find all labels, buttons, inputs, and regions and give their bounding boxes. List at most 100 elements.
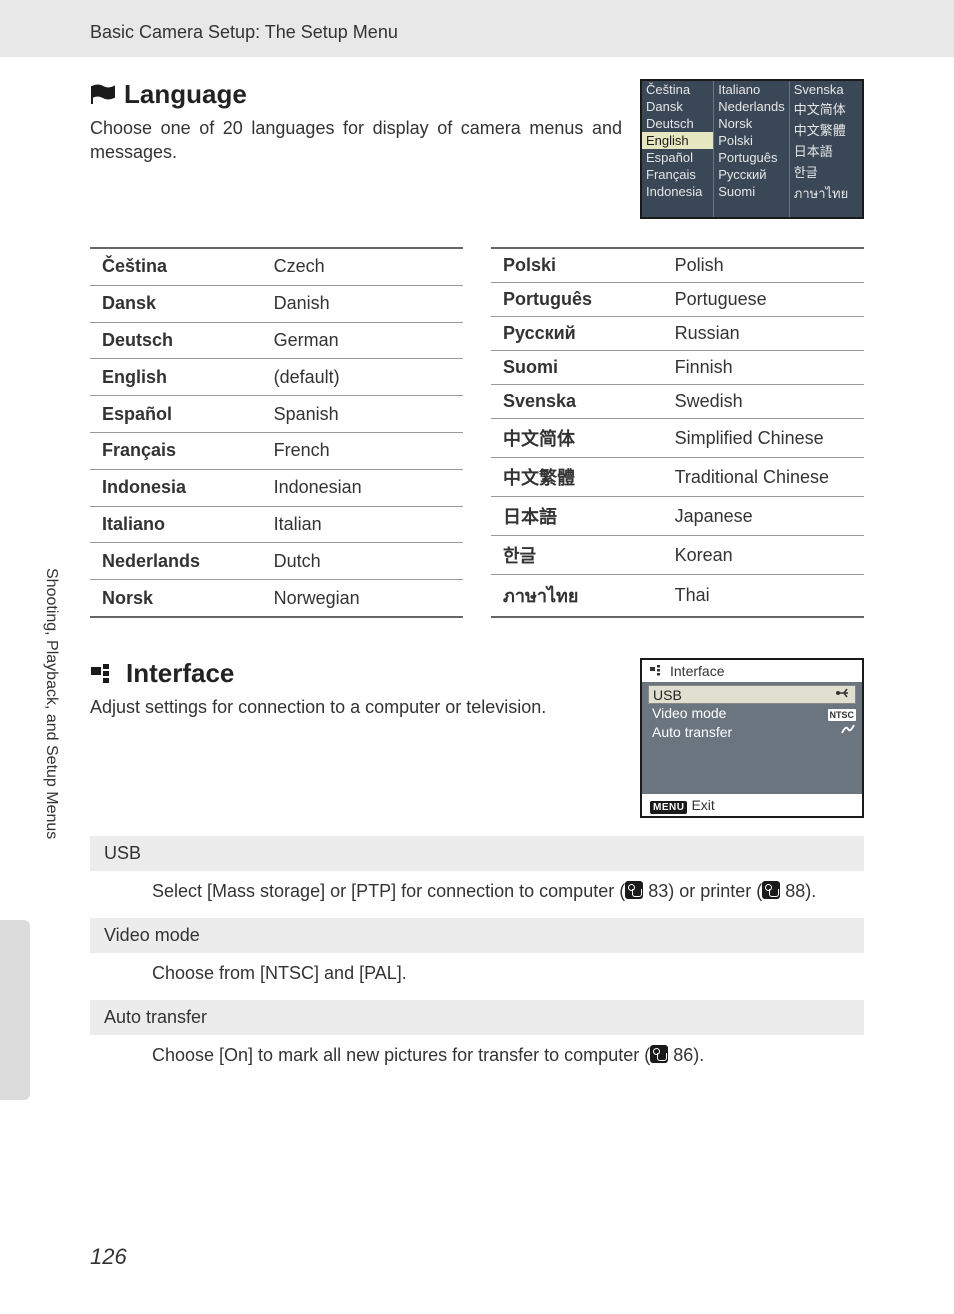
interface-menu-item: Video modeNTSC bbox=[652, 704, 856, 722]
table-row: ČeštinaCzech bbox=[90, 248, 463, 285]
lang-option: Suomi bbox=[714, 183, 789, 200]
lang-english: Finnish bbox=[663, 351, 864, 385]
option-heading: USB bbox=[90, 836, 864, 871]
lang-english: Spanish bbox=[262, 396, 463, 433]
option-heading: Video mode bbox=[90, 918, 864, 953]
interface-icon bbox=[90, 663, 118, 685]
table-row: 中文简体Simplified Chinese bbox=[491, 419, 864, 458]
lang-option: 中文繁體 bbox=[790, 119, 862, 140]
interface-screen-title: Interface bbox=[670, 663, 724, 679]
interface-menu-item: USB bbox=[648, 685, 856, 704]
lang-english: Korean bbox=[663, 536, 864, 575]
table-row: FrançaisFrench bbox=[90, 432, 463, 469]
exit-label: Exit bbox=[691, 797, 714, 813]
table-row: DeutschGerman bbox=[90, 322, 463, 359]
page-ref-icon bbox=[625, 881, 643, 899]
table-row: EspañolSpanish bbox=[90, 396, 463, 433]
interface-mini-icon bbox=[650, 665, 664, 677]
option-text: Choose [On] to mark all new pictures for… bbox=[90, 1035, 864, 1076]
lang-english: Polish bbox=[663, 248, 864, 283]
lang-option: Polski bbox=[714, 132, 789, 149]
lang-option: Nederlands bbox=[714, 98, 789, 115]
lang-english: Portuguese bbox=[663, 283, 864, 317]
lang-native: Suomi bbox=[491, 351, 663, 385]
table-row: 日本語Japanese bbox=[491, 497, 864, 536]
table-row: SvenskaSwedish bbox=[491, 385, 864, 419]
lang-english: (default) bbox=[262, 359, 463, 396]
lang-english: Czech bbox=[262, 248, 463, 285]
table-row: DanskDanish bbox=[90, 285, 463, 322]
lang-english: Dutch bbox=[262, 543, 463, 580]
lang-option: Português bbox=[714, 149, 789, 166]
lang-option: Deutsch bbox=[642, 115, 713, 132]
lang-native: 한글 bbox=[491, 536, 663, 575]
lang-native: 中文简体 bbox=[491, 419, 663, 458]
table-row: NorskNorwegian bbox=[90, 580, 463, 617]
lang-native: 中文繁體 bbox=[491, 458, 663, 497]
table-row: ภาษาไทยThai bbox=[491, 575, 864, 618]
lang-english: Russian bbox=[663, 317, 864, 351]
table-row: РусскийRussian bbox=[491, 317, 864, 351]
lang-option: Italiano bbox=[714, 81, 789, 98]
lang-native: Svenska bbox=[491, 385, 663, 419]
lang-option: Indonesia bbox=[642, 183, 713, 200]
interface-section: Interface Adjust settings for connection… bbox=[90, 658, 864, 1077]
sidebar-label: Shooting, Playback, and Setup Menus bbox=[42, 568, 60, 839]
language-title: Language bbox=[124, 79, 247, 110]
table-row: PortuguêsPortuguese bbox=[491, 283, 864, 317]
menu-badge: MENU bbox=[650, 801, 687, 814]
language-tables: ČeštinaCzechDanskDanishDeutschGermanEngl… bbox=[90, 247, 864, 618]
lang-option: 中文简体 bbox=[790, 98, 862, 119]
lang-english: Thai bbox=[663, 575, 864, 618]
table-row: ItalianoItalian bbox=[90, 506, 463, 543]
table-row: PolskiPolish bbox=[491, 248, 864, 283]
lang-english: Indonesian bbox=[262, 469, 463, 506]
flag-icon bbox=[90, 84, 116, 106]
lang-english: Traditional Chinese bbox=[663, 458, 864, 497]
language-description: Choose one of 20 languages for display o… bbox=[90, 116, 622, 165]
lang-native: Polski bbox=[491, 248, 663, 283]
lang-option: ภาษาไทย bbox=[790, 182, 862, 205]
lang-native: Italiano bbox=[90, 506, 262, 543]
lang-option: Čeština bbox=[642, 81, 713, 98]
lang-native: Português bbox=[491, 283, 663, 317]
lang-option: Español bbox=[642, 149, 713, 166]
interface-heading: Interface bbox=[90, 658, 622, 689]
sidebar-tab bbox=[0, 920, 30, 1100]
lang-native: Indonesia bbox=[90, 469, 262, 506]
option-heading: Auto transfer bbox=[90, 1000, 864, 1035]
lang-native: ภาษาไทย bbox=[491, 575, 663, 618]
lang-option bbox=[790, 205, 862, 207]
option-text: Choose from [NTSC] and [PAL]. bbox=[90, 953, 864, 994]
table-row: 한글Korean bbox=[491, 536, 864, 575]
lang-option: Français bbox=[642, 166, 713, 183]
table-row: 中文繁體Traditional Chinese bbox=[491, 458, 864, 497]
language-section: Language Choose one of 20 languages for … bbox=[90, 79, 864, 618]
lang-option: English bbox=[642, 132, 713, 149]
table-row: NederlandsDutch bbox=[90, 543, 463, 580]
lang-native: English bbox=[90, 359, 262, 396]
lang-native: Deutsch bbox=[90, 322, 262, 359]
lang-english: German bbox=[262, 322, 463, 359]
interface-menu-item: Auto transfer bbox=[652, 722, 856, 741]
language-table-left: ČeštinaCzechDanskDanishDeutschGermanEngl… bbox=[90, 247, 463, 618]
lang-native: Français bbox=[90, 432, 262, 469]
interface-title: Interface bbox=[126, 658, 234, 689]
lang-english: Japanese bbox=[663, 497, 864, 536]
lang-native: 日本語 bbox=[491, 497, 663, 536]
lang-option: Русский bbox=[714, 166, 789, 183]
lang-option: 日本語 bbox=[790, 140, 862, 161]
language-heading: Language bbox=[90, 79, 622, 110]
lang-option: Svenska bbox=[790, 81, 862, 98]
language-table-right: PolskiPolishPortuguêsPortugueseРусскийRu… bbox=[491, 247, 864, 618]
table-row: IndonesiaIndonesian bbox=[90, 469, 463, 506]
interface-options: USBSelect [Mass storage] or [PTP] for co… bbox=[90, 836, 864, 1077]
lang-english: Norwegian bbox=[262, 580, 463, 617]
option-text: Select [Mass storage] or [PTP] for conne… bbox=[90, 871, 864, 912]
page-header: Basic Camera Setup: The Setup Menu bbox=[0, 0, 954, 57]
interface-description: Adjust settings for connection to a comp… bbox=[90, 695, 622, 719]
lang-option: 한글 bbox=[790, 161, 862, 182]
interface-screenshot: Interface USBVideo modeNTSCAuto transfer… bbox=[640, 658, 864, 818]
lang-native: Español bbox=[90, 396, 262, 433]
lang-native: Norsk bbox=[90, 580, 262, 617]
